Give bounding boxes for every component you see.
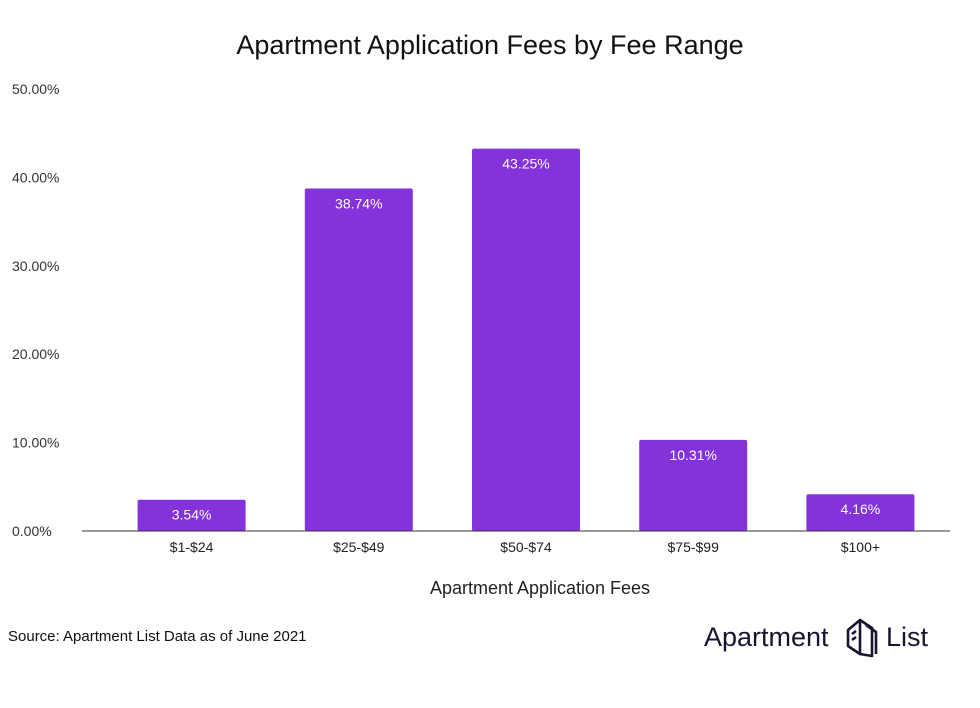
- y-tick-label: 20.00%: [12, 346, 59, 362]
- bar: [639, 439, 748, 531]
- bar: [304, 188, 413, 532]
- bars: 3.54% 38.74% 43.25% 10.31% 4.16%: [137, 148, 915, 532]
- bar-data-label: 4.16%: [841, 501, 881, 517]
- y-tick-label: 40.00%: [12, 169, 59, 185]
- bar: [806, 494, 915, 531]
- y-tick-label: 0.00%: [12, 523, 52, 539]
- logo-text-2: List: [886, 622, 929, 652]
- chart-title: Apartment Application Fees by Fee Range: [236, 30, 743, 60]
- x-tick-label: $50-$74: [500, 539, 552, 555]
- bar: [137, 499, 246, 531]
- x-tick-label: $75-$99: [668, 539, 720, 555]
- bar: [472, 148, 580, 532]
- bar-data-label: 43.25%: [502, 156, 549, 172]
- y-tick-label: 10.00%: [12, 435, 59, 451]
- apartment-list-logo: Apartment List: [704, 618, 929, 658]
- x-axis: $1-$24 $25-$49 $50-$74 $75-$99 $100+: [170, 539, 880, 555]
- building-logo-icon: [846, 618, 878, 658]
- source-note: Source: Apartment List Data as of June 2…: [8, 628, 307, 645]
- x-tick-label: $100+: [841, 539, 880, 555]
- bar-data-label: 3.54%: [172, 507, 212, 523]
- y-axis: 0.00% 10.00% 20.00% 30.00% 40.00% 50.00%: [12, 81, 59, 539]
- y-tick-label: 50.00%: [12, 81, 59, 97]
- x-tick-label: $25-$49: [333, 539, 385, 555]
- y-tick-label: 30.00%: [12, 258, 59, 274]
- logo-text: Apartment: [704, 622, 829, 652]
- bar-data-label: 38.74%: [335, 196, 382, 212]
- x-tick-label: $1-$24: [170, 539, 214, 555]
- x-axis-title: Apartment Application Fees: [430, 578, 650, 598]
- bar-data-label: 10.31%: [669, 447, 716, 463]
